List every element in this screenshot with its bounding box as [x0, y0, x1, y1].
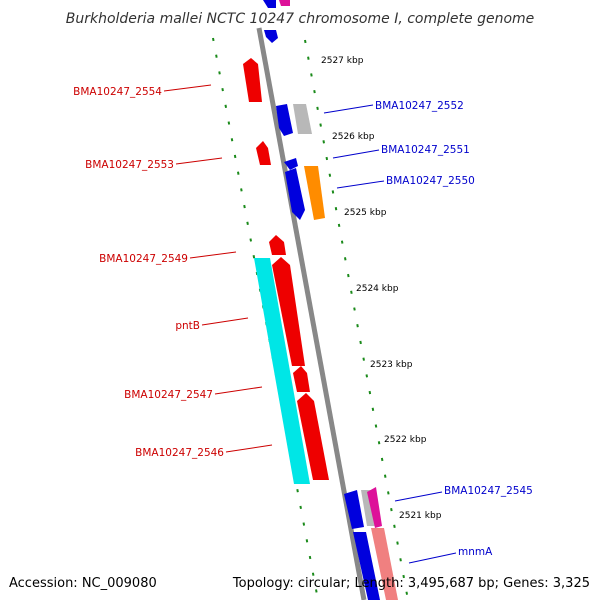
gene-top-blue[interactable]: [263, 0, 276, 8]
kbp-tick-label: 2523 kbp: [370, 360, 413, 370]
leader-line: [336, 180, 385, 189]
gene-label-bma10247-2546[interactable]: BMA10247_2546: [135, 447, 224, 459]
left-gene-labels: BMA10247_2554 BMA10247_2553 BMA10247_254…: [73, 84, 273, 459]
gene-label-bma10247-2545[interactable]: BMA10247_2545: [444, 485, 533, 497]
gene-red-long[interactable]: [272, 257, 305, 366]
gene-label-bma10247-2554[interactable]: BMA10247_2554: [73, 86, 162, 98]
map-title: Burkholderia mallei NCTC 10247 chromosom…: [66, 11, 535, 27]
gene-label-bma10247-2549[interactable]: BMA10247_2549: [99, 253, 188, 265]
leader-line: [163, 84, 212, 92]
kbp-ticks: 2527 kbp 2526 kbp 2525 kbp 2524 kbp 2523…: [321, 56, 442, 521]
gene-bma10247-2545[interactable]: [367, 487, 382, 528]
leader-line: [332, 149, 380, 159]
gene-label-bma10247-2553[interactable]: BMA10247_2553: [85, 159, 174, 171]
gene-bma10247-2549[interactable]: [269, 235, 286, 255]
gene-label-mnma[interactable]: mnmA: [458, 546, 493, 558]
gene-bma10247-2552-gray[interactable]: [293, 104, 312, 134]
gene-bma10247-2552[interactable]: [276, 104, 293, 136]
gene-label-bma10247-2547[interactable]: BMA10247_2547: [124, 389, 213, 401]
leader-line: [394, 491, 443, 502]
gene-label-bma10247-2551[interactable]: BMA10247_2551: [381, 144, 470, 156]
gene-label-bma10247-2550[interactable]: BMA10247_2550: [386, 175, 475, 187]
gene-mnma[interactable]: [371, 528, 398, 600]
leader-line: [189, 251, 237, 259]
gene-features: [243, 0, 398, 600]
gene-bma10247-2545-blue[interactable]: [344, 490, 364, 529]
gene-bma10247-2553[interactable]: [256, 141, 271, 165]
leader-line: [175, 157, 223, 165]
leader-line: [225, 444, 273, 453]
gene-bma10247-2546[interactable]: [297, 393, 329, 480]
gene-pntb[interactable]: [254, 258, 310, 484]
gene-top-magenta[interactable]: [279, 0, 290, 6]
gene-bma10247-2550-blue[interactable]: [285, 168, 305, 220]
gene-label-pntb[interactable]: pntB: [175, 320, 200, 332]
kbp-tick-label: 2525 kbp: [344, 208, 387, 218]
genome-summary-text: Topology: circular; Length: 3,495,687 bp…: [232, 576, 590, 591]
leader-line: [323, 104, 374, 114]
leader-line: [408, 552, 457, 564]
kbp-tick-label: 2522 kbp: [384, 435, 427, 445]
gene-bma10247-2551[interactable]: [284, 158, 298, 170]
accession-text: Accession: NC_009080: [9, 576, 157, 591]
gene-bma10247-2550[interactable]: [304, 166, 325, 220]
gene-bma10247-2554[interactable]: [243, 58, 262, 102]
gene-bottom-blue[interactable]: [353, 532, 380, 600]
leader-line: [214, 386, 263, 395]
kbp-tick-label: 2521 kbp: [399, 511, 442, 521]
kbp-tick-label: 2524 kbp: [356, 284, 399, 294]
gene-top-blue-arrow[interactable]: [264, 30, 278, 43]
kbp-tick-label: 2526 kbp: [332, 132, 375, 142]
gene-label-bma10247-2552[interactable]: BMA10247_2552: [375, 100, 464, 112]
right-gene-labels: BMA10247_2552 BMA10247_2551 BMA10247_255…: [323, 100, 533, 564]
leader-line: [201, 317, 249, 326]
gene-bma10247-2547[interactable]: [293, 366, 310, 392]
inner-ring-track: [212, 37, 319, 600]
kbp-tick-label: 2527 kbp: [321, 56, 364, 66]
